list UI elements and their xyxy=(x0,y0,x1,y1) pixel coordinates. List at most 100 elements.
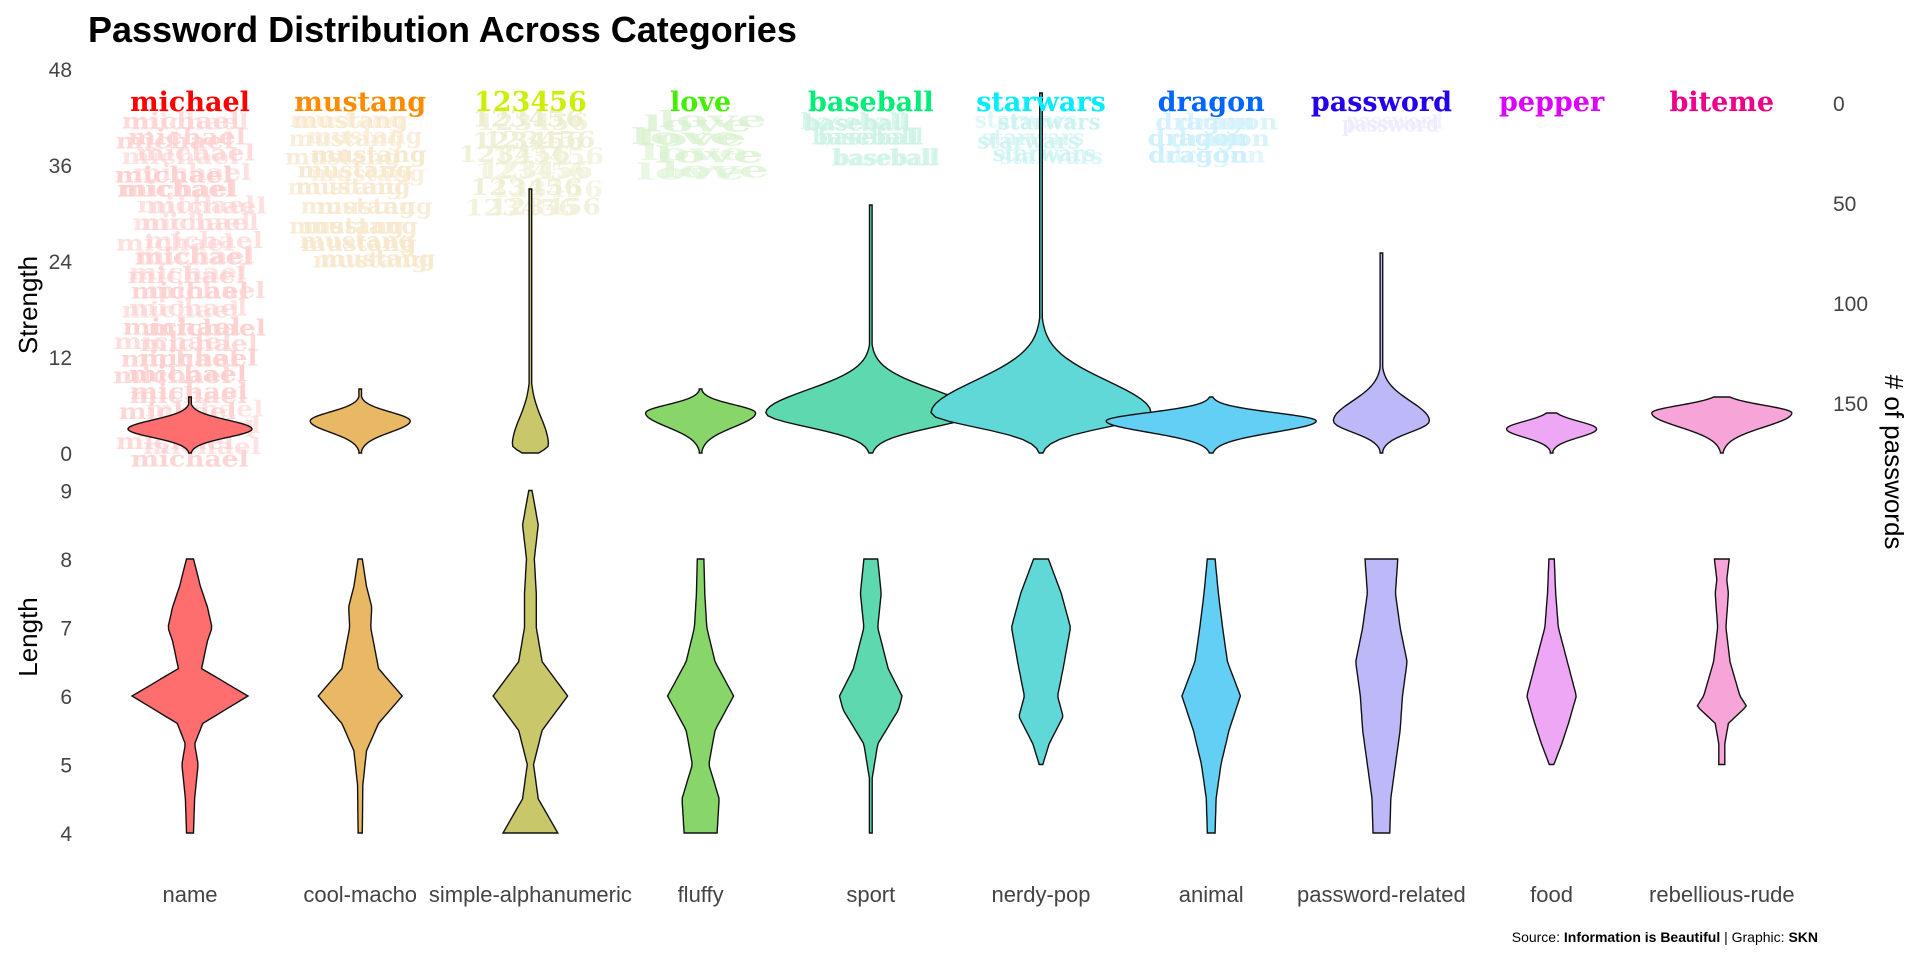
length-tick-label: 9 xyxy=(60,481,72,504)
length-violin-fluffy xyxy=(666,558,735,834)
strength-tick-label: 0 xyxy=(60,443,72,466)
category-label: simple-alphanumeric xyxy=(429,882,632,907)
background-word: mustang xyxy=(313,248,428,274)
background-word: love xyxy=(661,158,770,184)
count-tick-label: 50 xyxy=(1833,193,1856,216)
strength-tick-label: 12 xyxy=(49,347,72,370)
background-word: michael xyxy=(128,263,246,289)
background-word: michael xyxy=(137,141,255,167)
background-word: baseball xyxy=(818,124,924,150)
top-password-label: password xyxy=(1311,87,1452,118)
background-word: starwars xyxy=(1000,144,1103,170)
background-word: love xyxy=(655,143,764,169)
length-violin-password-related xyxy=(1355,558,1408,834)
length-tick-label: 5 xyxy=(60,755,72,778)
background-word: michael xyxy=(120,177,238,203)
background-word: 123456 xyxy=(458,142,570,168)
background-word: michael xyxy=(141,210,259,236)
background-word: mustang xyxy=(296,174,411,200)
category-label: food xyxy=(1530,882,1573,907)
background-word: 123456 xyxy=(481,158,593,184)
background-word: 123456 xyxy=(489,195,601,221)
background-word: michael xyxy=(129,296,247,322)
category-label: password-related xyxy=(1297,882,1466,907)
background-word: mustang xyxy=(311,161,426,187)
source-note: Source: Information is Beautiful | Graph… xyxy=(1512,929,1818,945)
background-word: michael xyxy=(140,346,258,372)
background-word: michael xyxy=(140,331,258,357)
category-label: sport xyxy=(846,882,895,907)
background-word: love xyxy=(658,107,767,133)
background-word: mustang xyxy=(289,126,404,152)
background-word: mustang xyxy=(288,174,403,200)
background-word: michael xyxy=(129,260,247,286)
background-word: password xyxy=(1346,109,1443,135)
length-violin-rebellious-rude xyxy=(1696,558,1748,766)
background-word: michael xyxy=(131,279,249,305)
strength-tick-label: 48 xyxy=(49,59,72,82)
background-word: 123456 xyxy=(465,195,577,221)
length-violin-sport xyxy=(838,558,903,834)
background-word: starwars xyxy=(981,125,1084,151)
count-tick-label: 150 xyxy=(1833,393,1868,416)
top-password-label: love xyxy=(670,87,731,118)
strength-tick-label: 24 xyxy=(49,251,73,274)
text-layer: Password Distribution Across Categories … xyxy=(13,9,1909,945)
background-word: michael xyxy=(122,144,240,170)
y-axis-title-strength: Strength xyxy=(13,256,43,354)
violin-layer xyxy=(127,92,1793,834)
background-word: michael xyxy=(137,193,255,219)
length-tick-label: 7 xyxy=(60,618,72,641)
background-word: michael xyxy=(122,298,240,324)
background-word: dragon xyxy=(1148,142,1248,168)
background-word: mustang xyxy=(320,246,435,272)
background-word: 123456 xyxy=(492,144,604,170)
background-word: mustang xyxy=(285,145,400,171)
background-word-layer: michaelmichaelmichaelmichaelmichaelmicha… xyxy=(113,107,1443,473)
background-word: mustang xyxy=(317,194,432,220)
background-word: 123456 xyxy=(470,175,582,201)
background-word: michael xyxy=(129,362,247,388)
background-word: love xyxy=(636,159,745,185)
background-word: mustang xyxy=(307,124,422,150)
top-password-label: starwars xyxy=(976,87,1106,118)
category-label: name xyxy=(162,882,217,907)
strength-violin-rebellious-rude xyxy=(1651,396,1793,454)
background-word: mustang xyxy=(293,108,408,134)
background-word: mustang xyxy=(298,158,413,184)
word-cloud-name: michaelmichaelmichaelmichaelmichaelmicha… xyxy=(113,109,266,473)
length-tick-label: 6 xyxy=(60,686,72,709)
background-word: love xyxy=(637,125,746,151)
background-word: dragon xyxy=(1148,125,1248,151)
strength-violin-simple-alphanumeric xyxy=(511,188,550,454)
background-word: starwars xyxy=(977,129,1080,155)
background-word: michael xyxy=(114,329,232,355)
background-word: michael xyxy=(133,160,251,186)
background-word: dragon xyxy=(1170,126,1270,152)
background-word: baseball xyxy=(812,124,918,150)
background-word: 123456 xyxy=(472,128,584,154)
strength-violin-food xyxy=(1505,412,1598,454)
background-word: love xyxy=(640,140,749,166)
category-label: cool-macho xyxy=(303,882,417,907)
background-word: 123456 xyxy=(472,107,584,133)
background-word: starwars xyxy=(975,107,1078,133)
background-word: starwars xyxy=(998,110,1101,136)
strength-violin-cool-macho xyxy=(309,388,411,454)
background-word: michael xyxy=(116,128,234,154)
strength-violin-animal xyxy=(1105,396,1317,454)
background-word: michael xyxy=(148,316,266,342)
length-violin-name xyxy=(130,558,250,834)
strength-tick-label: 36 xyxy=(49,155,72,178)
background-word: michael xyxy=(128,125,246,151)
background-word: mustang xyxy=(290,107,405,133)
background-word: 123456 xyxy=(483,128,595,154)
strength-violin-name xyxy=(127,396,253,454)
word-cloud-sport: baseballbaseballbaseballbaseballbaseball… xyxy=(801,109,940,172)
strength-violin-sport xyxy=(765,204,977,454)
background-word: michael xyxy=(131,109,249,135)
background-word: michael xyxy=(137,243,255,269)
background-word: michael xyxy=(122,109,240,135)
length-violin-food xyxy=(1526,558,1577,766)
